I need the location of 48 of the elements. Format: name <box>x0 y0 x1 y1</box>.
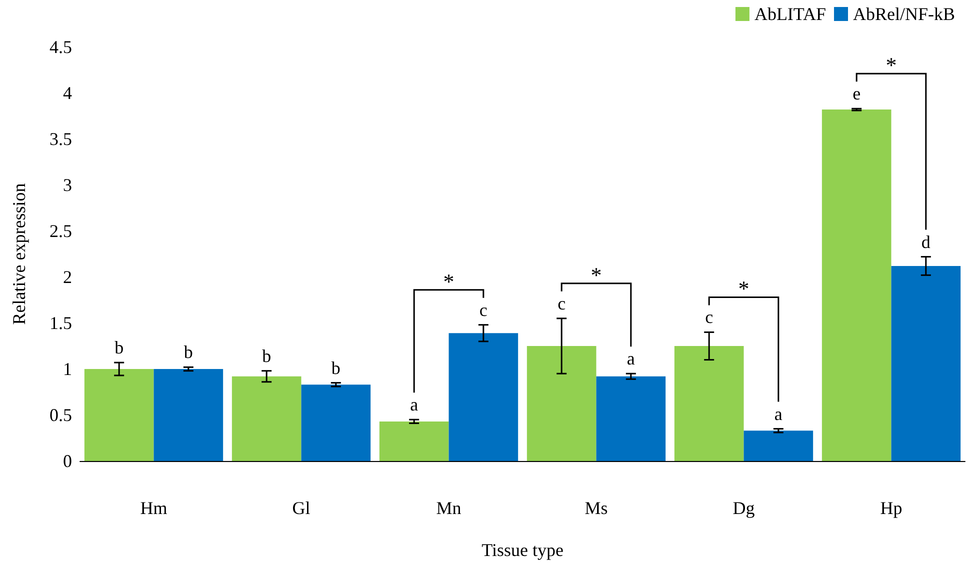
data-label: c <box>479 300 488 320</box>
y-axis-title: Relative expression <box>9 183 29 325</box>
data-label: b <box>184 342 193 362</box>
data-label: d <box>921 232 930 252</box>
legend-label: AbRel/NF-kB <box>852 4 956 24</box>
data-label: e <box>852 84 861 104</box>
y-tick-label: 4 <box>63 83 72 103</box>
x-tick-label: Ms <box>584 498 608 518</box>
y-tick-label: 1.5 <box>50 313 72 333</box>
bar <box>744 430 814 461</box>
bar <box>154 369 224 461</box>
annotation: * <box>738 276 750 302</box>
bar <box>379 421 449 461</box>
x-tick-label: Hm <box>140 498 168 518</box>
data-label: a <box>774 404 782 424</box>
bar <box>822 110 892 461</box>
data-label: a <box>626 348 635 369</box>
bar <box>891 266 961 461</box>
data-label: b <box>262 346 272 366</box>
y-tick-label: 2.5 <box>50 221 72 241</box>
bar <box>526 346 596 461</box>
data-label: c <box>558 293 566 314</box>
legend-label: AbLITAF <box>754 4 826 24</box>
bar <box>301 384 371 461</box>
x-tick-label: Hp <box>880 498 902 518</box>
bar <box>596 376 666 461</box>
data-label: b <box>331 358 340 378</box>
y-tick-label: 3 <box>63 175 72 195</box>
x-tick-label: Mn <box>436 498 462 518</box>
x-tick-label: Gl <box>292 498 310 518</box>
annotation: * <box>886 52 897 78</box>
x-axis-title: Tissue type <box>482 540 564 560</box>
y-tick-label: 4.5 <box>50 37 72 57</box>
data-label: c <box>705 307 714 328</box>
bar <box>232 376 302 461</box>
y-tick-label: 0 <box>63 451 72 471</box>
y-tick-label: 0.5 <box>50 405 72 425</box>
x-tick-label: Dg <box>732 498 755 518</box>
bar <box>674 346 744 461</box>
bar <box>84 369 154 461</box>
data-label: b <box>114 338 124 358</box>
y-tick-label: 3.5 <box>50 129 72 149</box>
annotation: * <box>443 268 454 294</box>
bar <box>448 333 518 461</box>
annotation: * <box>590 262 602 288</box>
y-tick-label: 1 <box>63 359 72 379</box>
data-label: a <box>410 394 418 415</box>
y-tick-label: 2 <box>63 267 72 287</box>
